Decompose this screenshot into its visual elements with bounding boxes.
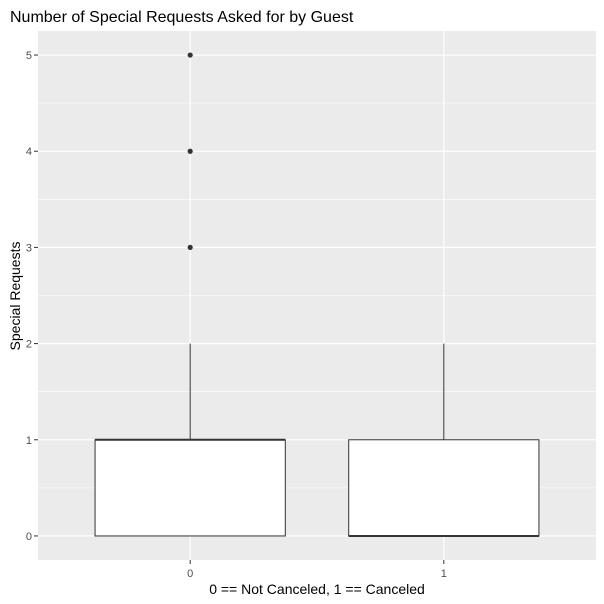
y-tick-label: 1: [26, 435, 32, 447]
boxplot-layer: [94, 52, 540, 537]
x-tick-label: 1: [441, 568, 447, 580]
chart-title: Number of Special Requests Asked for by …: [10, 9, 354, 26]
x-tick-label: 0: [187, 568, 193, 580]
outlier-point: [187, 244, 193, 251]
y-tick-label: 4: [26, 146, 32, 158]
box-iqr: [94, 439, 286, 537]
y-axis-title: Special Requests: [7, 242, 23, 351]
outlier-point: [187, 148, 193, 154]
y-tick-label: 5: [26, 50, 32, 62]
y-tick-label: 3: [26, 242, 32, 254]
y-tick-label: 2: [26, 339, 32, 351]
outlier-point: [187, 52, 193, 58]
x-axis-title: 0 == Not Canceled, 1 == Canceled: [209, 581, 425, 597]
axis-ticks: 0 1 2 3 4 5 0 1: [26, 50, 447, 580]
box-0: [94, 52, 286, 537]
box-iqr: [348, 439, 540, 537]
y-tick-label: 0: [26, 531, 32, 543]
box-1: [348, 343, 540, 537]
